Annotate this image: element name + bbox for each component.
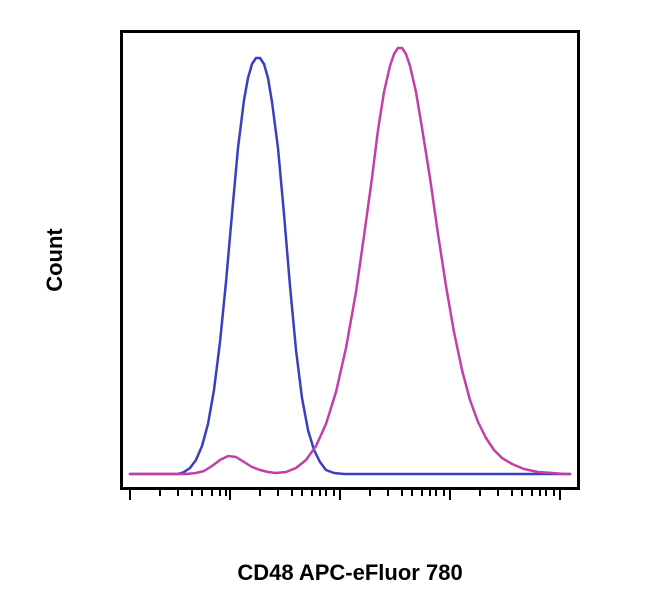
y-axis-label: Count [42, 228, 68, 292]
figure: Count CD48 APC-eFluor 780 [0, 0, 650, 616]
plot-area [120, 30, 580, 490]
curve-cd48-stained [130, 48, 570, 474]
plot-frame [122, 32, 579, 489]
curve-isotype-control [130, 58, 570, 474]
histogram-svg [120, 30, 580, 490]
x-axis-label: CD48 APC-eFluor 780 [237, 560, 462, 586]
